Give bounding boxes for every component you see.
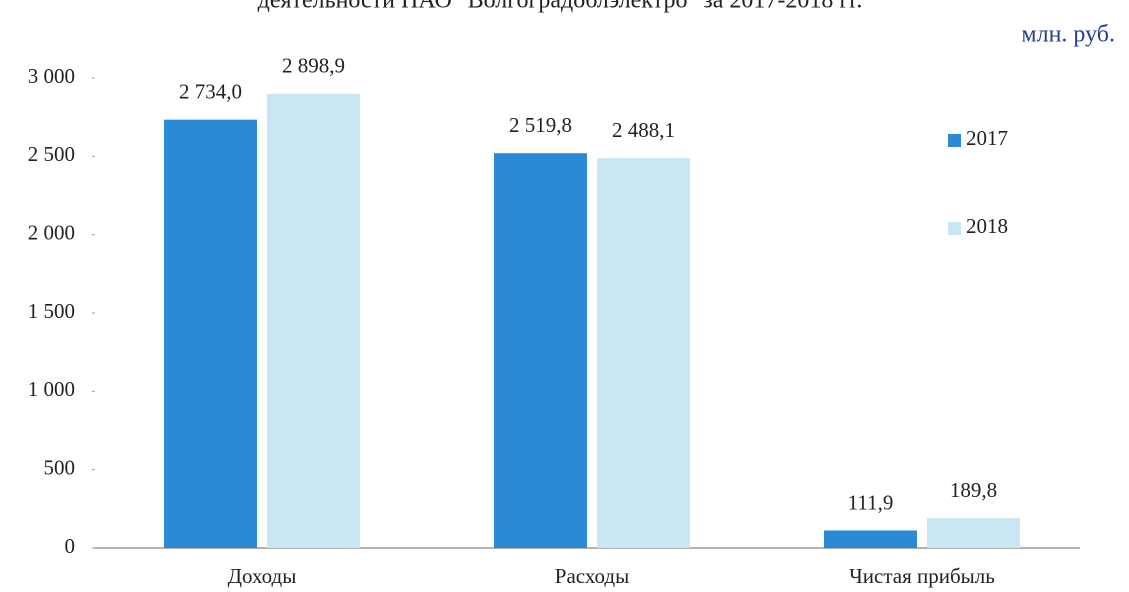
data-label: 2 734,0 [179, 79, 242, 103]
y-tick-label: 500 [44, 455, 76, 479]
y-tick-label: 1 500 [28, 299, 75, 323]
bar [824, 530, 917, 548]
data-label: 2 519,8 [509, 113, 572, 137]
legend-label: 2017 [966, 126, 1008, 150]
bar [164, 119, 257, 548]
bar [927, 518, 1020, 548]
data-label: 111,9 [848, 490, 894, 514]
bar [267, 93, 360, 549]
y-tick-label: 3 000 [28, 64, 75, 88]
y-tick-label: 2 500 [28, 142, 75, 166]
x-tick-label: Чистая прибыль [849, 564, 995, 588]
data-label: 189,8 [950, 478, 997, 502]
unit-label: млн. руб. [1021, 22, 1115, 48]
legend-label: 2018 [966, 214, 1008, 238]
bar [597, 158, 690, 548]
y-tick-label: 1 000 [28, 377, 75, 401]
x-tick-label: Доходы [228, 564, 297, 588]
data-label: 2 898,9 [282, 54, 345, 78]
chart-title: деятельности ПАО "Волгоградоблэлектро" з… [258, 0, 863, 14]
legend-swatch [948, 134, 961, 147]
y-tick-label: 2 000 [28, 220, 75, 244]
legend-swatch [948, 222, 961, 235]
y-tick-label: 0 [65, 534, 76, 558]
bar [494, 153, 587, 549]
data-label: 2 488,1 [612, 118, 675, 142]
x-tick-label: Расходы [555, 564, 629, 588]
